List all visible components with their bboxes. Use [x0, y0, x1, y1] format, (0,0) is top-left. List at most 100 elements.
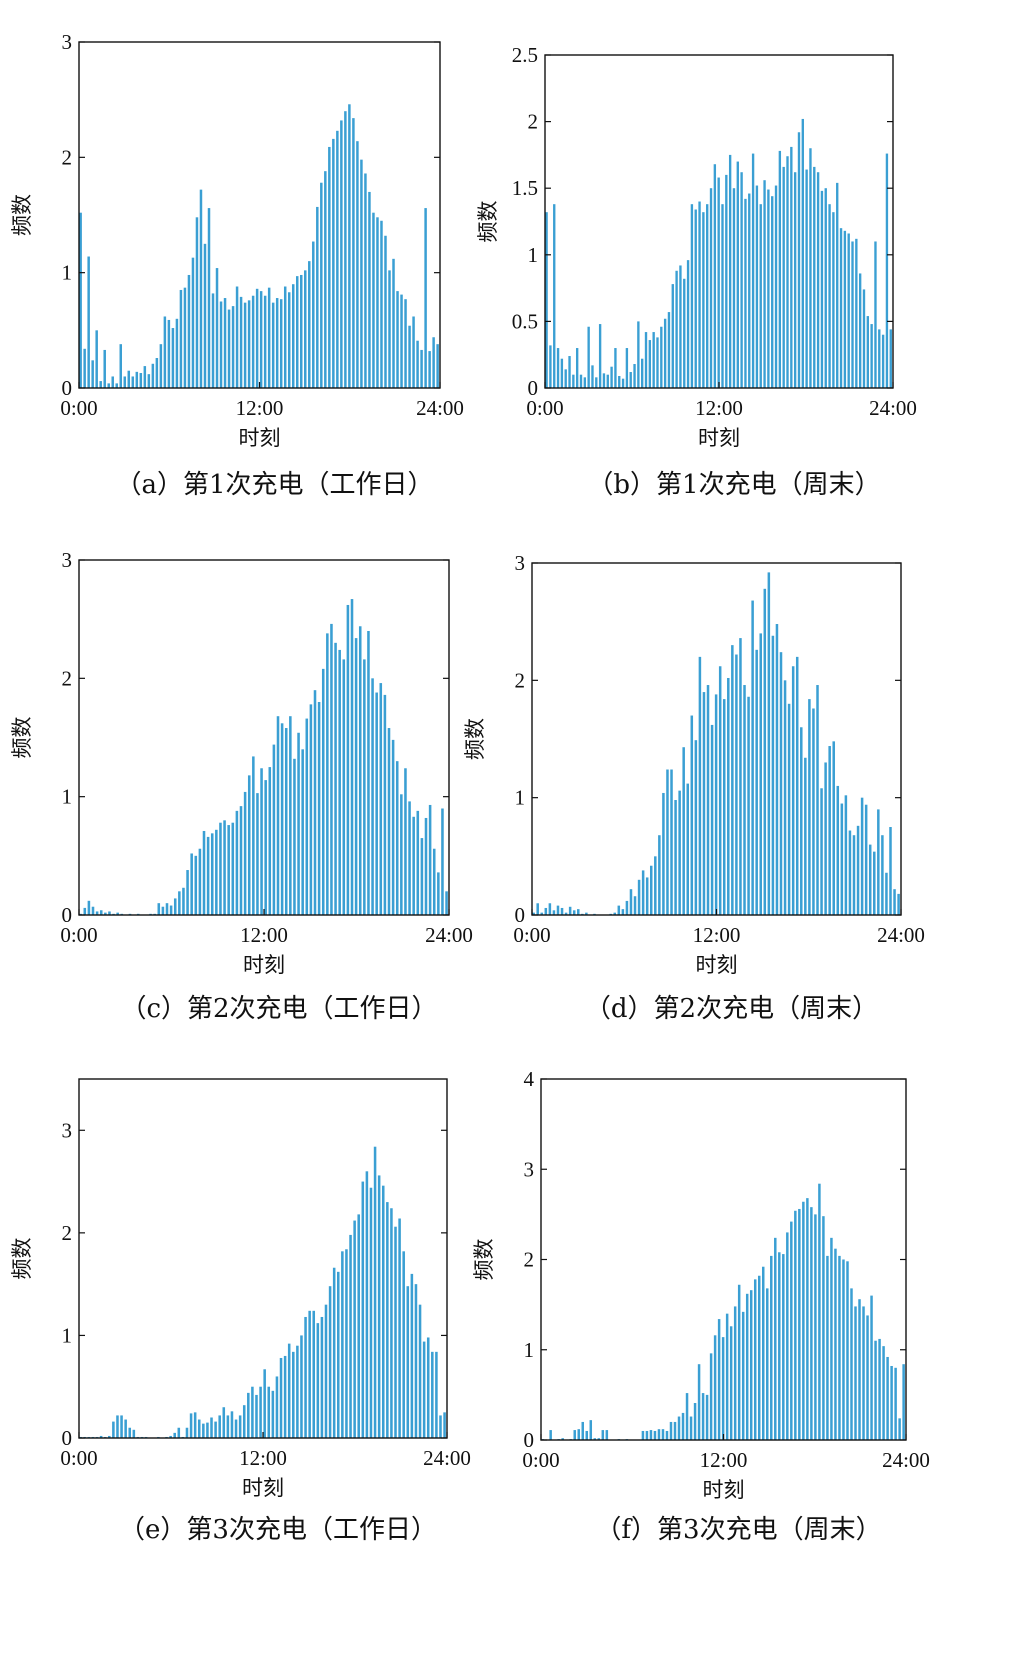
histogram-bar: [693, 1403, 697, 1440]
y-tick-label: 0: [524, 1428, 535, 1452]
histogram-bar: [320, 182, 323, 388]
histogram-bar: [151, 363, 155, 388]
histogram-bar: [779, 652, 783, 915]
histogram-bar: [564, 369, 567, 388]
histogram-bar: [369, 1187, 373, 1438]
histogram-bar: [549, 1430, 552, 1440]
histogram-bar: [396, 291, 399, 388]
histogram-bar: [782, 1254, 785, 1440]
histogram-bar: [855, 238, 858, 388]
histogram-bar: [795, 656, 799, 915]
histogram-bar: [828, 746, 831, 915]
histogram-bar: [889, 827, 892, 915]
histogram-bar: [806, 1198, 809, 1440]
histogram-bar: [330, 623, 333, 915]
histogram-bar: [312, 241, 315, 388]
histogram-bar: [836, 182, 839, 388]
histogram-bar: [864, 804, 868, 915]
histogram-bar: [898, 1418, 901, 1440]
histogram-bar: [572, 374, 575, 388]
histogram-bar: [361, 1181, 365, 1438]
histogram-bar: [95, 911, 99, 915]
histogram-bar: [587, 326, 590, 388]
histogram-bar: [805, 169, 808, 388]
histogram-bar: [718, 666, 722, 915]
y-axis-label: 频数: [476, 201, 500, 243]
histogram-bar: [856, 825, 860, 915]
histogram-bar: [157, 903, 161, 915]
histogram-bar: [722, 699, 726, 915]
histogram-bar: [210, 1417, 213, 1438]
histogram-bar: [786, 1232, 789, 1440]
histogram-bar: [801, 118, 804, 388]
y-tick-label: 2: [528, 110, 539, 134]
histogram-bar: [709, 188, 713, 388]
histogram-bar: [862, 1306, 865, 1440]
histogram-bar: [812, 708, 815, 915]
histogram-bar: [264, 780, 267, 915]
histogram-bar: [671, 284, 674, 388]
panel-caption: （e）第3次充电（工作日）: [119, 1515, 437, 1545]
y-tick-label: 0: [62, 376, 73, 400]
histogram-bar: [218, 1415, 221, 1438]
histogram-bar: [178, 891, 181, 915]
histogram-bar: [870, 1295, 873, 1440]
histogram-bar: [870, 324, 873, 388]
histogram-bar: [677, 1416, 681, 1440]
histogram-bar: [406, 1286, 410, 1438]
histogram-bar: [641, 358, 644, 388]
histogram-bar: [745, 1293, 749, 1440]
histogram-bar: [214, 1421, 217, 1438]
histogram-bar: [536, 903, 539, 915]
histogram-bar: [238, 1415, 242, 1438]
x-tick-label: 0:00: [526, 396, 563, 420]
histogram-bar: [757, 1275, 761, 1440]
histogram-bar: [670, 769, 673, 915]
histogram-bar: [840, 803, 844, 915]
histogram-bar: [753, 1279, 757, 1440]
histogram-bar: [242, 1405, 246, 1438]
histogram-bar: [395, 761, 399, 915]
histogram-panel-f: 0 1 2 3 4 0:00 12:00 24:00 时刻 频数 （f）第3次充电（周末）: [472, 1067, 930, 1545]
y-tick-label: 0: [528, 376, 539, 400]
histogram-bar: [239, 296, 243, 388]
y-tick-label: 1: [524, 1338, 535, 1362]
histogram-bar: [159, 344, 163, 388]
histogram-bar: [540, 912, 544, 915]
histogram-bar: [420, 349, 423, 388]
histogram-bar: [404, 299, 407, 388]
histogram-bar: [661, 1429, 665, 1440]
histogram-bar: [373, 1146, 377, 1438]
histogram-bar: [363, 659, 366, 915]
histogram-panel-c: 0 1 2 3 0:00 12:00 24:00 时刻 频数 （c）第2次充电（工作日）: [10, 548, 473, 1024]
histogram-bar: [332, 1267, 336, 1438]
histogram-bar: [767, 189, 770, 388]
histogram-bar: [804, 757, 807, 915]
histogram-bar: [798, 1208, 801, 1440]
histogram-bar: [702, 692, 706, 915]
histogram-bar: [163, 316, 167, 388]
histogram-bar: [342, 659, 346, 915]
histogram-bar: [251, 1386, 254, 1438]
histogram-bar: [733, 1306, 737, 1440]
histogram-bar: [816, 685, 819, 915]
histogram-bar: [749, 1290, 753, 1440]
histogram-bar: [304, 270, 307, 388]
histogram-bar: [710, 724, 714, 915]
histogram-bar: [445, 891, 448, 915]
histogram-bar: [441, 808, 444, 915]
histogram-bar: [416, 340, 419, 388]
histogram-bar: [183, 287, 187, 388]
histogram-bar: [572, 910, 576, 915]
y-axis-label: 频数: [463, 718, 487, 760]
histogram-bar: [410, 1273, 414, 1438]
histogram-bar: [842, 1259, 845, 1440]
histogram-bar: [223, 820, 226, 915]
y-axis-label: 频数: [10, 194, 34, 236]
histogram-bar: [79, 212, 82, 388]
histogram-bar: [573, 1430, 576, 1440]
histogram-bar: [356, 141, 359, 388]
histogram-bar: [372, 212, 375, 388]
histogram-bar: [255, 288, 259, 388]
histogram-bar: [227, 309, 231, 388]
